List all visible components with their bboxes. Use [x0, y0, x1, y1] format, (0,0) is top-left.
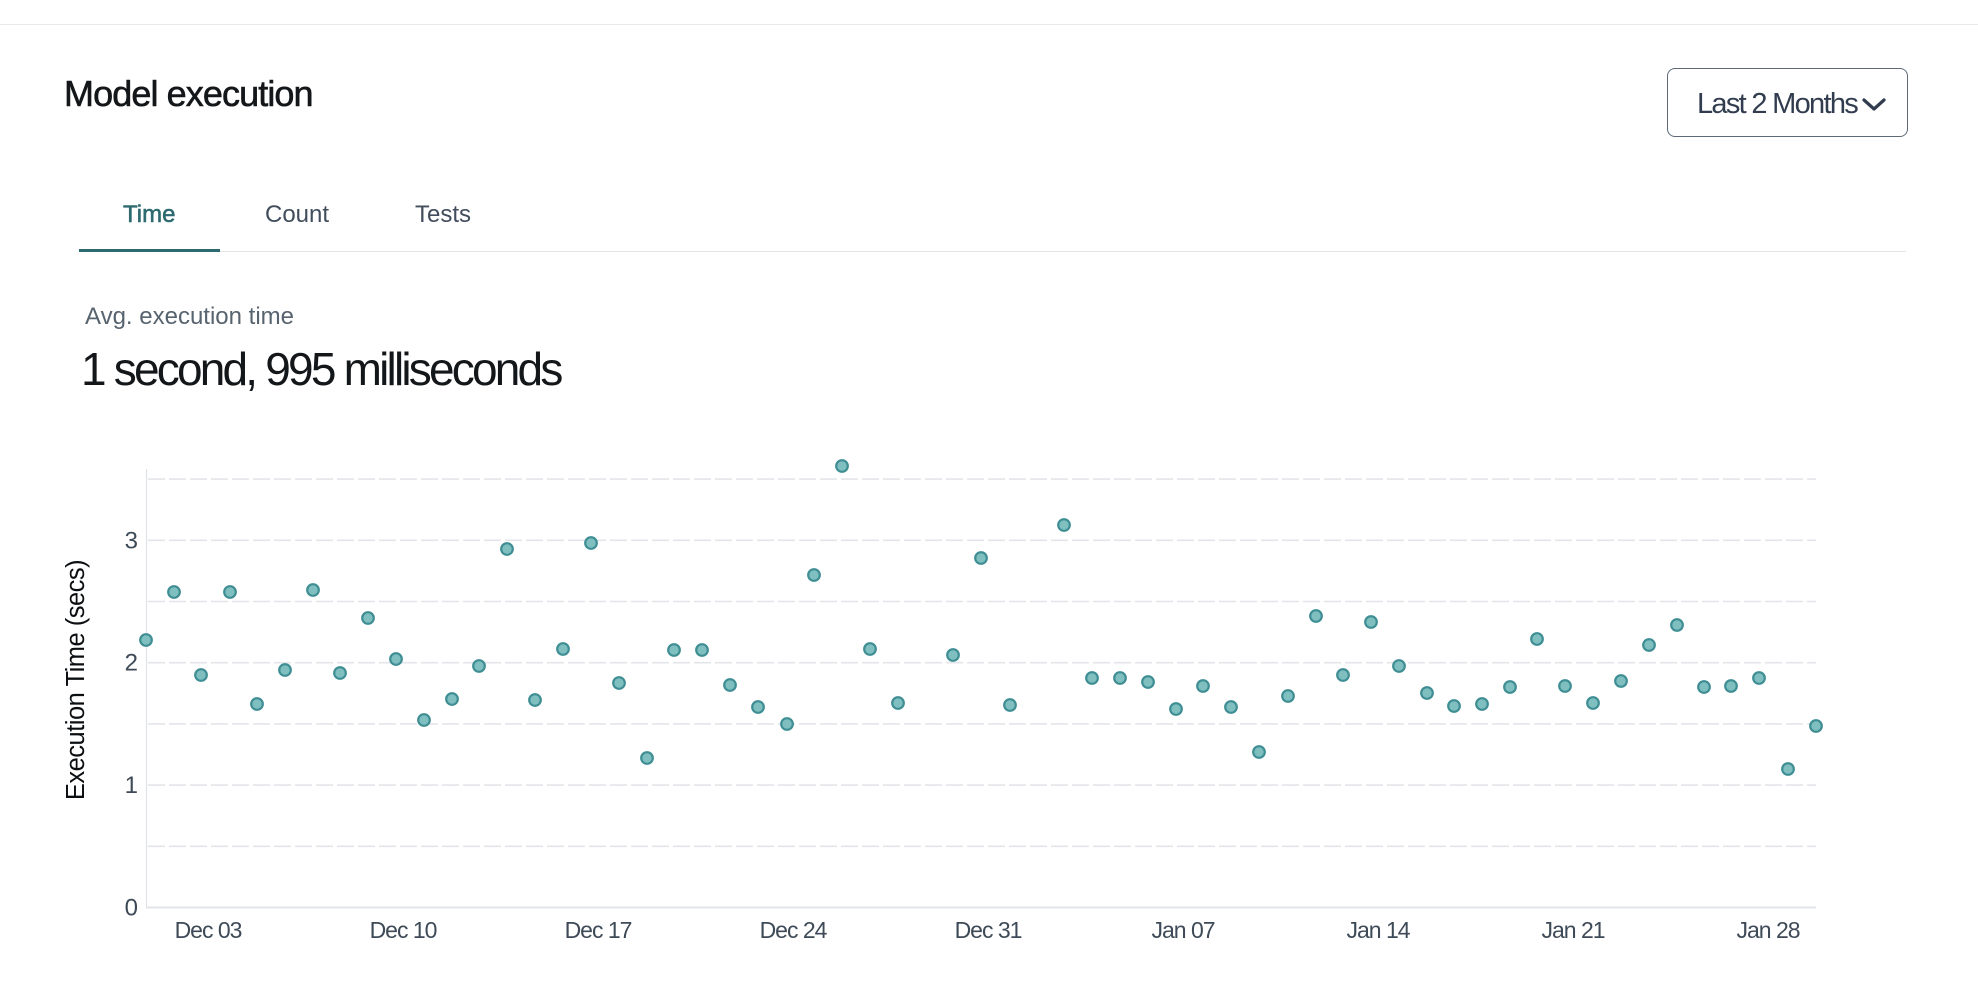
svg-text:Execution Time (secs): Execution Time (secs): [62, 560, 90, 800]
svg-text:Jan 14: Jan 14: [1346, 917, 1410, 943]
svg-text:2: 2: [125, 650, 138, 677]
svg-text:Jan 07: Jan 07: [1151, 917, 1214, 943]
svg-text:Dec 24: Dec 24: [760, 917, 828, 943]
svg-text:Jan 28: Jan 28: [1736, 917, 1799, 943]
svg-text:3: 3: [125, 527, 138, 554]
svg-text:Dec 17: Dec 17: [565, 917, 632, 943]
svg-text:Dec 31: Dec 31: [955, 917, 1022, 943]
svg-text:Dec 10: Dec 10: [370, 917, 437, 943]
svg-text:Jan 21: Jan 21: [1541, 917, 1604, 943]
svg-text:0: 0: [125, 895, 138, 922]
svg-text:Dec 03: Dec 03: [175, 917, 242, 943]
svg-text:1: 1: [125, 772, 138, 799]
